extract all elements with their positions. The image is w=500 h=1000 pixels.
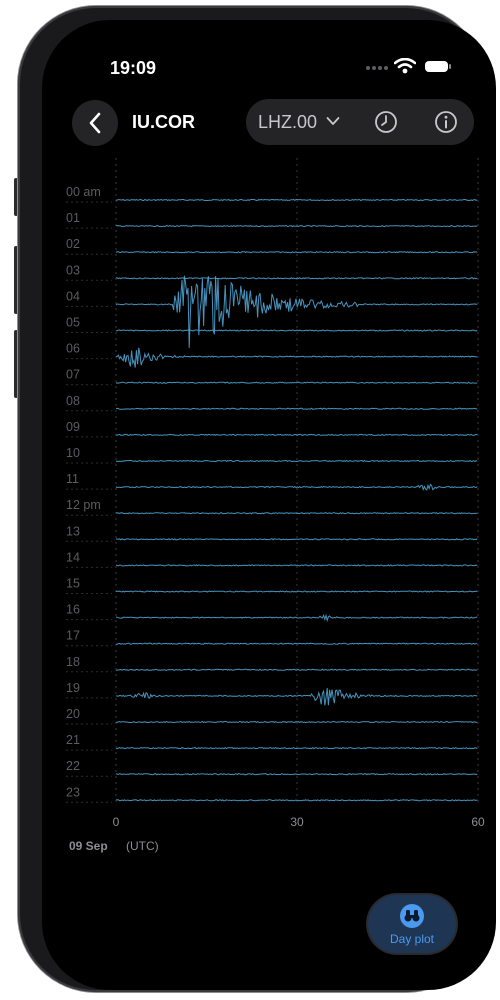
trace-line: [115, 275, 478, 348]
row-label: 15: [66, 577, 80, 591]
row-label: 11: [66, 472, 79, 486]
trace-line: [115, 329, 478, 332]
cellular-signal-icon: [366, 66, 388, 72]
row-label: 00 am: [66, 185, 101, 199]
battery-icon: [425, 61, 451, 72]
row-label: 21: [66, 733, 80, 747]
timezone-label: (UTC): [126, 839, 159, 853]
trace-line: [116, 407, 478, 410]
row-label: 23: [66, 785, 80, 799]
trace-line: [115, 773, 478, 776]
trace-line: [116, 746, 478, 750]
row-label: 13: [66, 524, 80, 538]
trace-line: [115, 277, 478, 280]
trace-line: [116, 224, 478, 228]
day-plot-button[interactable]: Day plot: [368, 895, 456, 953]
binoculars-icon: [400, 904, 424, 928]
trace-line: [115, 668, 478, 671]
wifi-icon: [394, 58, 416, 74]
row-label: 22: [66, 759, 80, 773]
trace-line: [116, 642, 478, 645]
row-label: 01: [66, 211, 80, 225]
chevron-down-icon[interactable]: [326, 116, 340, 126]
row-label: 17: [66, 629, 80, 643]
row-label: 20: [66, 707, 80, 721]
trace-line: [115, 687, 478, 706]
trace-line: [115, 720, 478, 724]
toolbar-pill: LHZ.00: [246, 99, 474, 145]
trace-line: [115, 483, 478, 492]
row-label: 02: [66, 237, 80, 251]
row-label: 07: [66, 368, 80, 382]
trace-line: [115, 564, 478, 567]
trace-line: [115, 347, 478, 368]
row-label: 14: [66, 550, 80, 564]
row-label: 08: [66, 394, 80, 408]
row-label: 06: [66, 342, 80, 356]
day-plot-label: Day plot: [389, 932, 435, 946]
row-label: 10: [66, 446, 80, 460]
action-button: [14, 178, 18, 216]
chevron-left-icon: [89, 112, 101, 134]
trace-line: [116, 613, 478, 623]
station-title: IU.COR: [132, 112, 195, 132]
row-label: 05: [66, 316, 80, 330]
trace-line: [115, 459, 478, 463]
row-label: 16: [66, 603, 80, 617]
channel-selector[interactable]: LHZ.00: [258, 112, 318, 132]
row-label: 09: [66, 420, 80, 434]
x-tick-label: 30: [290, 815, 304, 829]
x-tick-label: 0: [113, 815, 120, 829]
row-label: 19: [66, 681, 80, 695]
trace-line: [115, 381, 478, 384]
clock-icon[interactable]: [374, 110, 398, 134]
trace-line: [115, 799, 478, 802]
row-label: 03: [66, 263, 80, 277]
phone-frame: 19:09 IU.COR LHZ.00: [18, 6, 496, 992]
helicorder-plot: 00 am 01 02 03 04 05 06 07 08 09 10 11 12 pm 13 14 15 16…: [66, 158, 485, 829]
row-label: 18: [66, 655, 80, 669]
plot-date: 09 Sep: [69, 839, 108, 853]
trace-line: [115, 512, 478, 515]
x-tick-label: 60: [471, 815, 485, 829]
trace-line: [116, 538, 478, 541]
trace-line: [115, 198, 478, 202]
volume-down-button: [14, 330, 18, 398]
status-bar: 19:09: [42, 20, 496, 90]
row-label: 04: [66, 289, 80, 303]
back-button[interactable]: [72, 100, 118, 146]
volume-up-button: [14, 246, 18, 314]
trace-line: [115, 590, 478, 593]
info-icon[interactable]: [434, 110, 458, 134]
screen: 19:09 IU.COR LHZ.00: [42, 20, 496, 990]
row-label: 12 pm: [66, 498, 101, 512]
trace-line: [115, 251, 478, 254]
trace-line: [115, 433, 478, 437]
status-time: 19:09: [110, 58, 157, 78]
